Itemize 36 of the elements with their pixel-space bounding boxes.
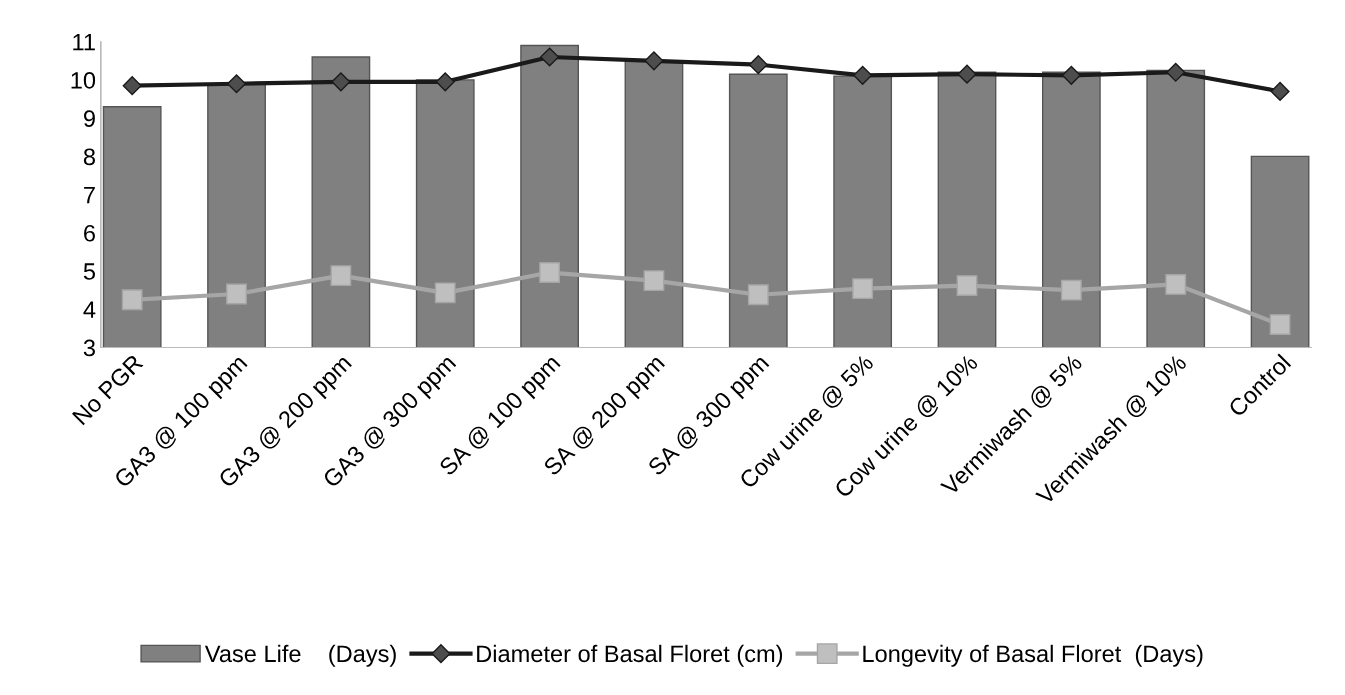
y-tick-label: 11: [73, 34, 95, 51]
point: [747, 284, 769, 306]
y-tick-label: 4: [83, 301, 96, 318]
point: [1165, 274, 1187, 295]
point: [434, 282, 456, 304]
point: [331, 72, 351, 92]
y-tick-label: 5: [83, 263, 96, 280]
point: [1269, 314, 1291, 335]
point: [122, 76, 142, 96]
legend-label: Longevity of Basal Floret (Days): [863, 644, 1203, 667]
point: [748, 55, 768, 75]
point: [643, 270, 665, 292]
point: [539, 262, 561, 283]
point: [121, 289, 143, 311]
y-tick-label: 7: [84, 186, 95, 204]
y-tick-label: 10: [71, 71, 96, 89]
point: [227, 74, 247, 94]
point: [1061, 65, 1081, 85]
point: [330, 265, 352, 287]
point: [852, 278, 874, 300]
y-tick-label: 8: [83, 148, 95, 166]
point: [226, 283, 247, 305]
point: [540, 47, 560, 67]
y-tick-label: 9: [83, 110, 95, 127]
point: [956, 275, 978, 296]
point: [1060, 279, 1082, 301]
point: [644, 51, 664, 71]
y-tick-label: 6: [84, 224, 95, 242]
point: [957, 64, 977, 84]
point: [435, 72, 455, 92]
point: [853, 65, 873, 85]
y-tick-label: 3: [83, 339, 95, 357]
legend-label: Vase Life (Days): [204, 644, 396, 667]
legend-label: Diameter of Basal Floret (cm): [477, 644, 783, 667]
point: [1166, 62, 1186, 82]
point: [1270, 81, 1290, 101]
